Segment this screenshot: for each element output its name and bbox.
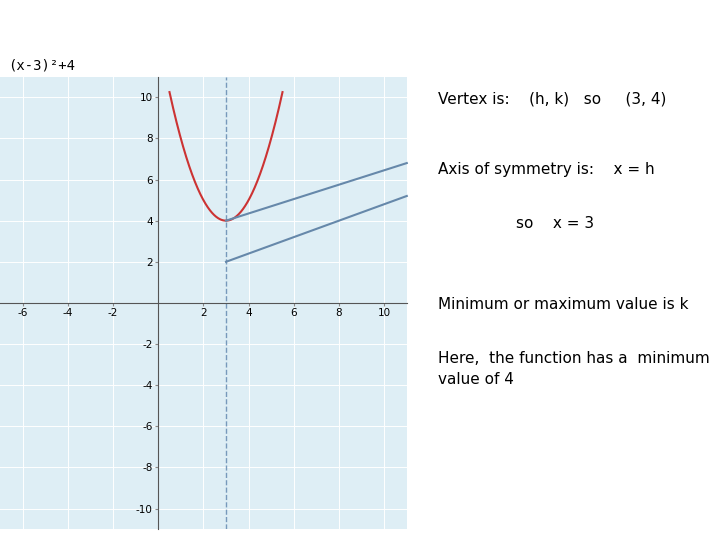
Text: Here,  the function has a  minimum
value of 4: Here, the function has a minimum value o… — [438, 351, 710, 387]
Text: Axis of symmetry is:    x = h: Axis of symmetry is: x = h — [438, 162, 654, 177]
Text: Vertex is:    (h, k)   so     (3, 4): Vertex is: (h, k) so (3, 4) — [438, 92, 667, 107]
Text: Minimum or maximum value is k: Minimum or maximum value is k — [438, 297, 688, 312]
Text: so    x = 3: so x = 3 — [438, 216, 594, 231]
Text: (x-3)²+4: (x-3)²+4 — [8, 58, 75, 72]
